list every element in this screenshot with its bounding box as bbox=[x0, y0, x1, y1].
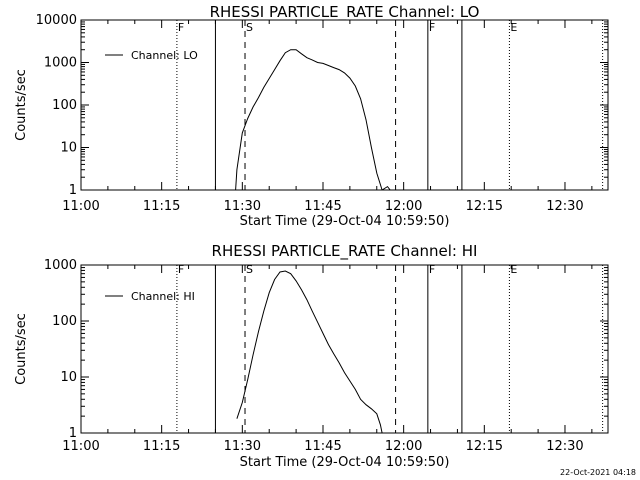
panel-hi: RHESSI PARTICLE_RATE Channel: HI 11:00 11:… bbox=[14, 242, 609, 470]
y-tick-label: 1 bbox=[69, 183, 77, 198]
x-tick-label: 11:45 bbox=[304, 439, 341, 454]
y-axis-label: Counts/sec bbox=[14, 69, 29, 141]
y-axis-label: Counts/sec bbox=[14, 313, 29, 385]
event-marker-label: E bbox=[510, 263, 517, 276]
y-tick-label: 100 bbox=[52, 314, 77, 329]
x-axis-label: Start Time (29-Oct-04 10:59:50) bbox=[240, 214, 450, 229]
chart-title: RHESSI PARTICLE_RATE Channel: LO bbox=[210, 3, 480, 22]
x-tick-label: 11:30 bbox=[224, 439, 261, 454]
x-tick-label: 11:00 bbox=[62, 439, 99, 454]
y-tick-label: 1000 bbox=[44, 56, 77, 71]
x-tick-label: 12:00 bbox=[385, 199, 422, 214]
x-tick-label: 12:15 bbox=[466, 199, 503, 214]
plot-frame bbox=[80, 264, 609, 434]
y-tick-label: 10 bbox=[60, 141, 77, 156]
footer-timestamp: 22-Oct-2021 04:18 bbox=[560, 468, 636, 477]
panel-lo: RHESSI PARTICLE_RATE Channel: LO 11:00 11:… bbox=[14, 3, 609, 229]
event-marker-label: S bbox=[246, 263, 253, 276]
y-tick-label: 1000 bbox=[44, 258, 77, 273]
x-tick-label: 12:15 bbox=[466, 439, 503, 454]
event-marker-label: F bbox=[429, 21, 435, 34]
x-tick-label: 12:00 bbox=[385, 439, 422, 454]
x-tick-label: 12:30 bbox=[546, 199, 583, 214]
y-tick-label: 10 bbox=[60, 370, 77, 385]
x-tick-label: 11:45 bbox=[304, 199, 341, 214]
y-tick-label: 1 bbox=[69, 426, 77, 441]
event-marker-label: E bbox=[510, 21, 517, 34]
chart-title: RHESSI PARTICLE_RATE Channel: HI bbox=[212, 242, 478, 261]
x-tick-label: 11:15 bbox=[143, 199, 180, 214]
series-line bbox=[235, 49, 391, 190]
event-marker-label: F bbox=[178, 21, 184, 34]
legend-label: Channel: LO bbox=[131, 49, 198, 62]
event-marker-label: S bbox=[246, 21, 253, 34]
legend-label: Channel: HI bbox=[131, 290, 195, 303]
x-axis-label: Start Time (29-Oct-04 10:59:50) bbox=[240, 455, 450, 470]
x-tick-label: 11:30 bbox=[224, 199, 261, 214]
event-marker-label: F bbox=[429, 263, 435, 276]
x-tick-label: 11:00 bbox=[62, 199, 99, 214]
y-tick-label: 10000 bbox=[36, 13, 77, 28]
event-marker-label: F bbox=[178, 263, 184, 276]
x-tick-label: 11:15 bbox=[143, 439, 180, 454]
plot-frame bbox=[80, 19, 609, 191]
y-tick-label: 100 bbox=[52, 98, 77, 113]
x-tick-label: 12:30 bbox=[546, 439, 583, 454]
series-line bbox=[236, 270, 383, 433]
